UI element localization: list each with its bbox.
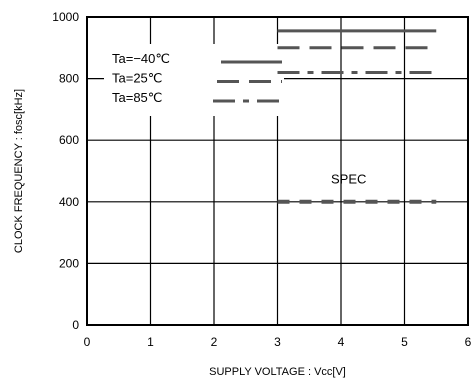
annotations: SPEC [331, 172, 366, 187]
y-tick-label: 200 [59, 256, 79, 270]
legend-label: Ta=85℃ [112, 90, 162, 105]
y-tick-label: 0 [72, 318, 79, 332]
series-group [277, 29, 437, 204]
legend: Ta=−40℃ Ta=25℃ Ta=85℃ [104, 44, 284, 116]
y-tick-label: 1000 [52, 10, 79, 24]
x-tick-label: 5 [401, 335, 408, 349]
y-tick-label: 400 [59, 195, 79, 209]
x-tick-labels: 0 1 2 3 4 5 6 [84, 335, 472, 349]
x-tick-label: 1 [147, 335, 154, 349]
spec-annotation: SPEC [331, 172, 366, 187]
y-tick-label: 800 [59, 72, 79, 86]
x-tick-label: 6 [465, 335, 472, 349]
y-axis-label: CLOCK FREQUENCY : fosc[kHz] [13, 89, 25, 253]
legend-label: Ta=−40℃ [112, 51, 170, 66]
legend-label: Ta=25℃ [112, 71, 162, 86]
plot-frame [86, 16, 469, 326]
x-tick-label: 0 [84, 335, 91, 349]
y-tick-label: 600 [59, 133, 79, 147]
y-tick-labels: 0 200 400 600 800 1000 [52, 10, 79, 332]
x-axis-label: SUPPLY VOLTAGE : Vcc[V] [209, 366, 346, 378]
x-tick-label: 4 [338, 335, 345, 349]
x-tick-label: 3 [274, 335, 281, 349]
x-tick-label: 2 [211, 335, 218, 349]
